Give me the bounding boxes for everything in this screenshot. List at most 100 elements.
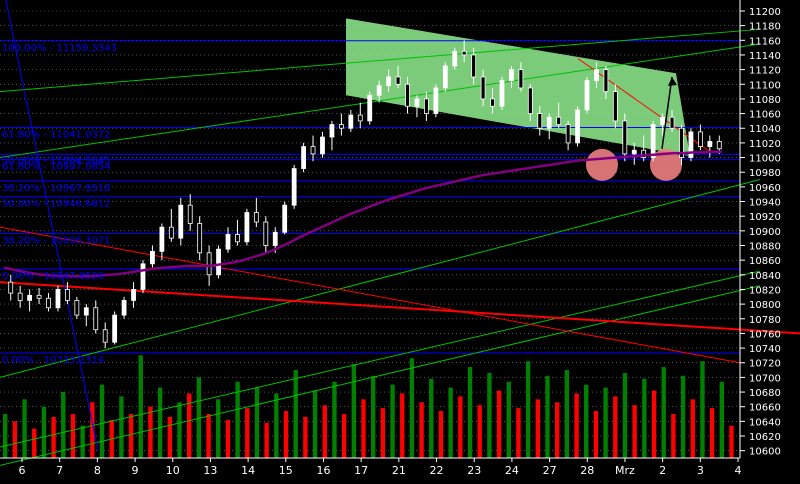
x-tick-label: 6 [19,464,26,477]
volume-bar [651,390,657,458]
volume-bar [119,396,124,458]
candle-body [225,234,231,250]
volume-bar [729,425,734,458]
x-tick-label: 23 [467,464,481,477]
candle-body [697,131,703,147]
volume-bar [371,375,376,458]
y-tick-label: 10900 [749,227,781,238]
candle-body [414,98,420,107]
volume-bar [419,402,424,458]
volume-bar [70,414,76,458]
y-tick-label: 11200 [749,7,781,18]
volume-bar [448,387,453,458]
x-tick-label: 17 [354,464,368,477]
x-tick-label: 27 [543,464,557,477]
trendline-green [0,270,761,448]
volume-bar [516,408,521,458]
x-tick-label: 15 [279,464,293,477]
candle-body [320,136,325,155]
candle-body [556,116,562,125]
fib-label: 100.00% - 11159.3343 [2,43,117,54]
volume-bar [545,375,550,458]
y-tick-label: 11060 [749,110,781,121]
volume-bar [99,384,105,458]
channel-area [346,18,690,157]
candle-body [395,76,401,85]
candle-body [291,168,297,206]
candle-body [197,223,203,254]
candle-body [631,149,637,155]
candle-body [112,314,118,343]
y-tick-label: 11100 [749,80,781,91]
volume-bar [157,387,163,458]
y-tick-label: 10860 [749,256,781,267]
volume-bar [603,387,608,458]
trendline-red [0,226,741,364]
volume-bar [642,378,647,458]
y-tick-label: 11140 [749,51,781,62]
y-tick-label: 10820 [749,285,781,296]
y-tick-label: 10840 [749,271,781,282]
volume-bar [351,364,356,458]
candle-body [461,50,467,56]
volume-bar [719,381,724,458]
candle-body [216,248,221,276]
candle-body [244,212,250,243]
x-tick-label: 14 [241,464,255,477]
candle-body [490,98,495,107]
volume-bar [206,414,211,458]
candle-body [707,141,713,147]
volume-bar [225,419,231,458]
y-tick-label: 10600 [749,447,781,458]
x-tick-label: 7 [56,464,63,477]
volume-bar [61,392,66,458]
candle-body [679,127,684,158]
candle-body [641,149,647,158]
volume-bar [429,378,434,458]
volume-bar [41,406,47,458]
volume-bar [632,405,637,458]
candle-body [348,114,354,129]
y-tick-label: 11040 [749,124,781,135]
candle-body [509,69,514,82]
fib-label: 38.20% - 10967.9518 [2,183,111,194]
candle-body [603,69,609,92]
candle-body [178,204,184,239]
x-tick-label: 28 [580,464,594,477]
volume-bar [506,381,511,458]
volume-bar [680,375,686,458]
volume-bar [3,414,8,458]
volume-bar [467,367,473,458]
candle-body [131,289,136,301]
highlight-circle [650,148,682,181]
volume-bar [341,414,347,458]
candle-body [367,94,373,122]
volume-bar [613,396,618,458]
volume-bar [584,384,589,458]
volume-bar [409,358,415,458]
fib-label: 50.00% - 11004.5645 [2,156,111,167]
x-tick-label: 22 [430,464,444,477]
moving-average-line [3,150,722,278]
candle-body [159,226,165,252]
volume-bar [196,377,202,458]
candle-body [527,87,533,114]
candle-body [140,263,146,290]
candle-body [65,289,70,301]
fib-label: 0.00% - 10847.8526 [2,271,104,282]
volume-bar [148,406,153,458]
arrow-shaft [661,76,673,149]
x-tick-label: 24 [505,464,519,477]
volume-bar [32,428,37,458]
candle-body [433,87,439,114]
candle-body [121,300,127,316]
volume-bar [400,393,405,458]
volume-bar [535,399,540,458]
y-tick-label: 10760 [749,329,781,340]
volume-bar [593,411,599,458]
candle-body [282,204,288,233]
candle-body [376,85,382,96]
volume-bar [322,405,327,458]
